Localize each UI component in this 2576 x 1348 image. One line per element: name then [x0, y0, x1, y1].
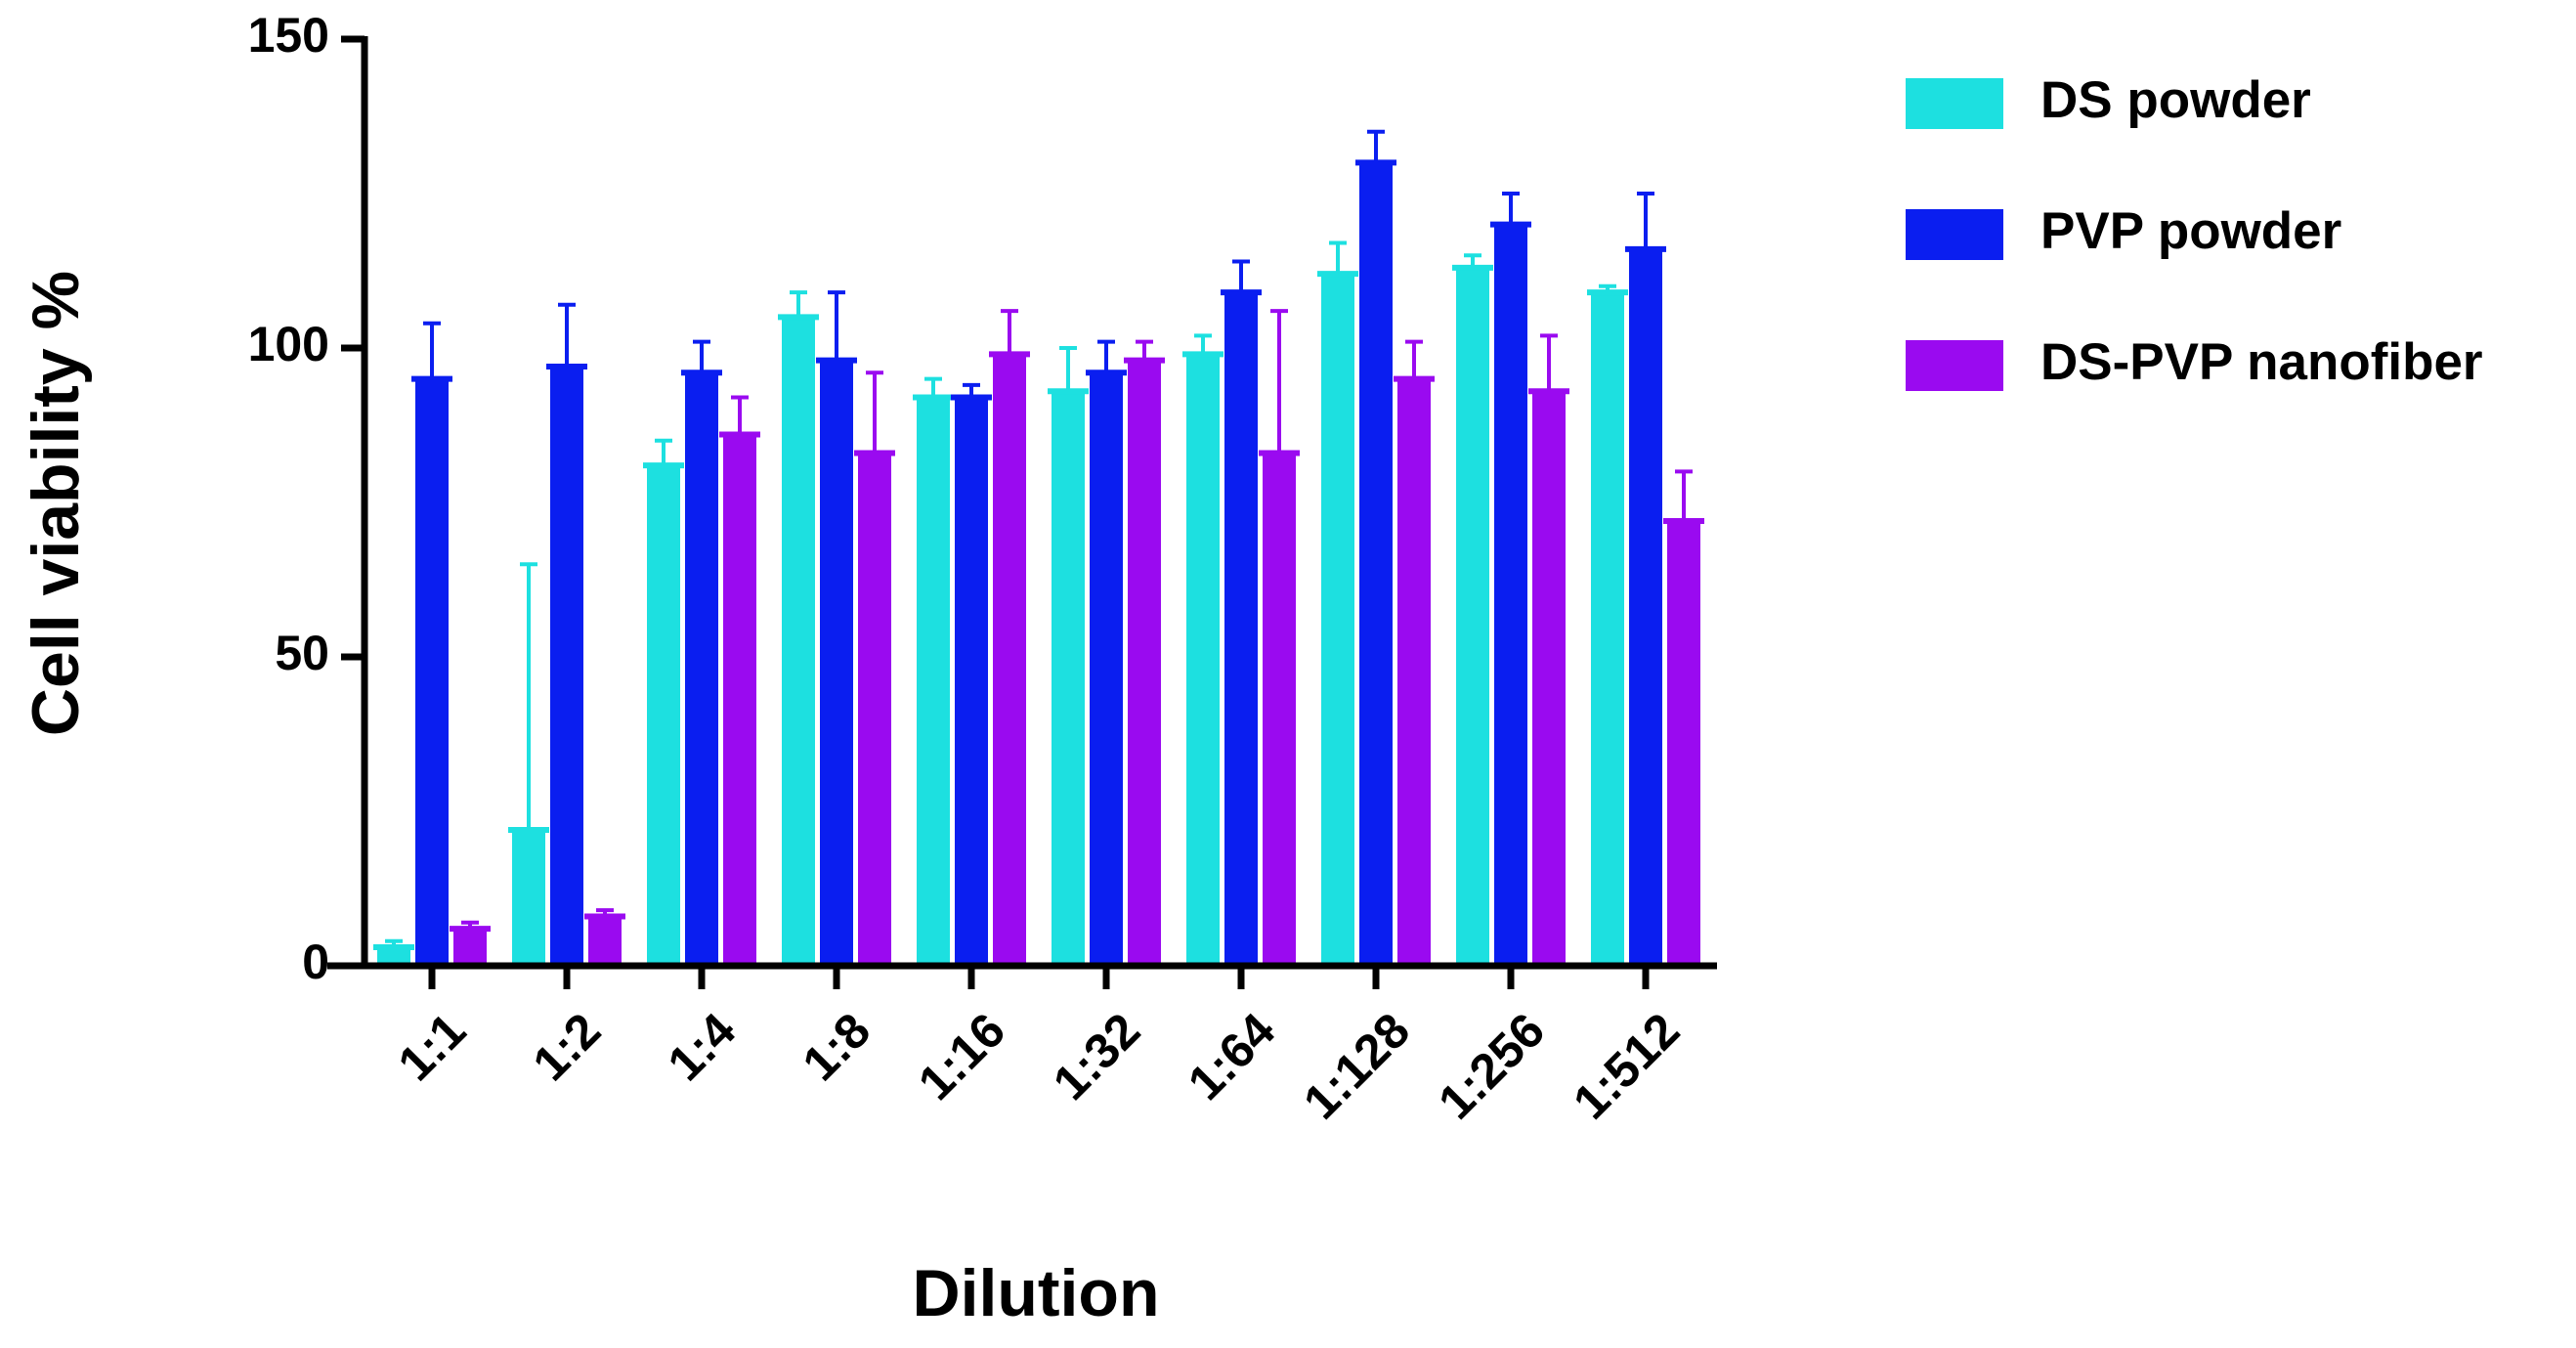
bar [993, 354, 1026, 966]
x-tick-label: 1:512 [1563, 1003, 1690, 1130]
x-tick-label: 1:64 [1178, 1003, 1285, 1110]
bar [377, 947, 410, 966]
bar [1359, 162, 1393, 966]
bar [1186, 354, 1220, 966]
y-tick-label: 150 [248, 8, 329, 63]
x-tick-label: 1:256 [1428, 1003, 1555, 1130]
bar [1667, 520, 1700, 966]
bar [415, 378, 449, 967]
bar [723, 434, 756, 967]
x-tick-label: 1:2 [523, 1003, 612, 1092]
x-tick-label: 1:32 [1043, 1003, 1150, 1110]
bar [782, 317, 815, 966]
legend-swatch [1906, 340, 2003, 391]
bar [955, 397, 988, 966]
bar [1456, 267, 1489, 967]
bar [1321, 274, 1354, 966]
bar [685, 372, 718, 966]
bar [512, 829, 545, 966]
bar [1532, 391, 1566, 966]
bar [1052, 391, 1085, 966]
bar [1629, 248, 1662, 966]
x-tick-label: 1:1 [388, 1003, 477, 1092]
bar [453, 929, 487, 966]
x-axis-label: Dilution [912, 1256, 1159, 1330]
bar [917, 397, 950, 966]
bar [1128, 360, 1161, 966]
bar [1224, 292, 1258, 966]
bar [1263, 453, 1296, 966]
bar [820, 360, 853, 966]
y-tick-label: 100 [248, 317, 329, 371]
y-tick-label: 50 [275, 626, 329, 680]
legend-label: PVP powder [2040, 202, 2341, 260]
y-axis-label: Cell viability % [19, 271, 93, 736]
bar [588, 916, 622, 966]
legend-swatch [1906, 78, 2003, 129]
bar [647, 465, 680, 966]
y-tick-label: 0 [302, 935, 329, 989]
bar [1494, 224, 1527, 967]
x-tick-label: 1:8 [793, 1003, 881, 1092]
legend-swatch [1906, 209, 2003, 260]
legend-label: DS powder [2040, 71, 2311, 129]
bar [1591, 292, 1624, 966]
x-tick-label: 1:16 [908, 1003, 1015, 1110]
bar [858, 453, 891, 966]
x-tick-label: 1:128 [1293, 1003, 1420, 1130]
legend-label: DS-PVP nanofiber [2040, 333, 2483, 391]
bar [1090, 372, 1123, 966]
x-tick-label: 1:4 [658, 1003, 747, 1092]
bar [1397, 378, 1431, 967]
bar [550, 366, 583, 967]
